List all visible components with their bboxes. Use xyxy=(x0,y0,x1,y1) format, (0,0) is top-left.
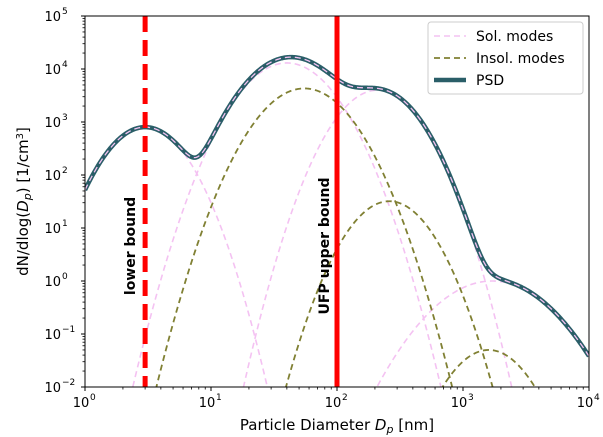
y-tick-label: 10 xyxy=(44,328,61,343)
y-tick-exponent: −1 xyxy=(62,325,75,335)
y-axis-label: dN/dlog(Dp​) [1/cm3​] xyxy=(14,127,34,276)
y-tick-exponent: 4 xyxy=(62,60,68,70)
y-tick-exponent: 1 xyxy=(62,219,68,229)
x-tick-exponent: 2 xyxy=(342,393,348,403)
y-tick-label: 10 xyxy=(44,275,61,290)
y-tick-label: 10 xyxy=(44,63,61,78)
y-tick-label: 10 xyxy=(44,222,61,237)
legend-item-psd: PSD xyxy=(434,73,504,89)
x-tick-label: 10 xyxy=(451,396,468,411)
y-axis-title: dN/dlog(Dp​) [1/cm3​] xyxy=(14,127,34,276)
legend-frame xyxy=(427,21,584,95)
x-tick-exponent: 3 xyxy=(468,393,474,403)
y-tick-exponent: 0 xyxy=(62,272,68,282)
legend-label: Insol. modes xyxy=(476,51,565,67)
legend-item-insol: Insol. modes xyxy=(434,51,565,67)
legend: Sol. modes Insol. modes PSD xyxy=(427,21,584,95)
insol-mode-curve-3 xyxy=(441,349,536,387)
x-tick-label: 10 xyxy=(577,396,594,411)
legend-label: PSD xyxy=(476,73,504,89)
annotation-labels: lower bound UFP upper bound xyxy=(123,178,333,315)
y-tick-exponent: 3 xyxy=(62,113,68,123)
x-axis-label: Particle Diameter Dp​ [nm] xyxy=(240,416,434,436)
x-tick-exponent: 4 xyxy=(594,393,600,403)
x-tick-label: 10 xyxy=(73,396,90,411)
y-tick-exponent: 5 xyxy=(62,7,68,17)
legend-item-sol: Sol. modes xyxy=(434,29,553,45)
lower-bound-label: lower bound xyxy=(123,197,139,295)
y-tick-label: 10 xyxy=(44,116,61,131)
x-tick-label: 10 xyxy=(325,396,342,411)
bound-lines xyxy=(142,16,340,387)
y-tick-label: 10 xyxy=(44,381,61,396)
psd-sol-overlay xyxy=(85,56,589,357)
y-tick-exponent: −2 xyxy=(62,378,75,388)
x-tick-exponent: 0 xyxy=(90,393,96,403)
y-tick-label: 10 xyxy=(44,169,61,184)
x-tick-label: 10 xyxy=(199,396,216,411)
legend-label: Sol. modes xyxy=(476,29,553,45)
y-tick-label: 10 xyxy=(44,10,61,25)
x-axis: 10 0 10 1 10 2 10 3 10 4 xyxy=(73,387,600,411)
x-axis-title: Particle Diameter Dp​ [nm] xyxy=(240,416,434,436)
y-tick-exponent: 2 xyxy=(62,166,68,176)
x-tick-exponent: 1 xyxy=(216,393,222,403)
ufp-upper-bound-label: UFP upper bound xyxy=(317,178,333,315)
